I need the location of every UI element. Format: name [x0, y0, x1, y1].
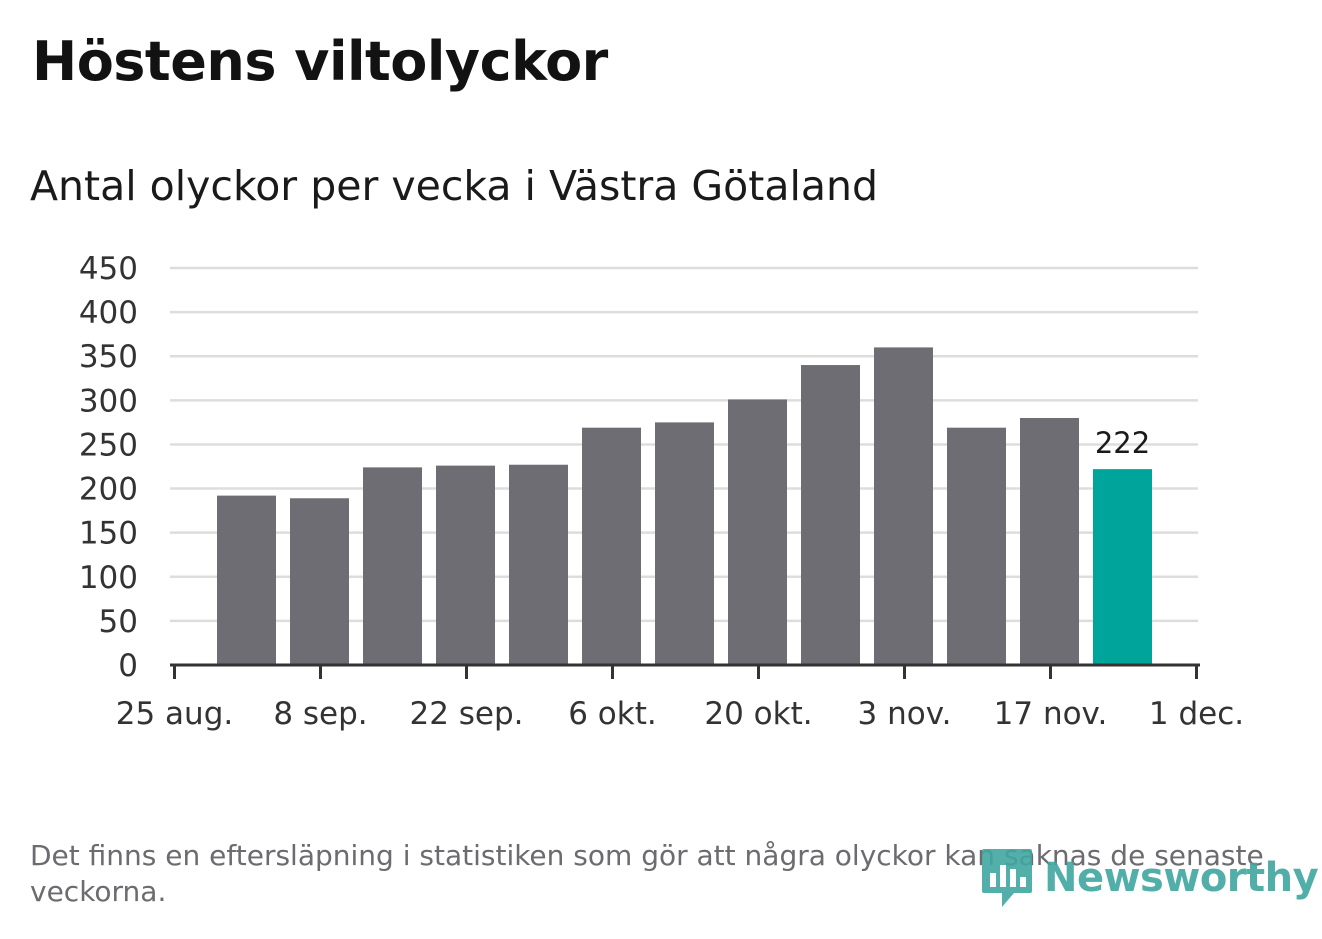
bar [1093, 469, 1152, 665]
bar [1020, 417, 1079, 665]
bar [436, 465, 495, 665]
footnote: Det finns en eftersläpning i statistiken… [30, 839, 1264, 908]
bar-value-label: 222 [1095, 426, 1150, 460]
brand-logo: Newsworthy [980, 846, 1319, 910]
x-tick-label: 6 okt. [568, 696, 657, 732]
y-tick-label: 400 [79, 295, 138, 331]
newsworthy-logo-icon [982, 849, 1032, 907]
bar [582, 427, 641, 665]
chart-subtitle: Antal olyckor per vecka i Västra Götalan… [30, 162, 878, 210]
x-tick-label: 3 nov. [858, 696, 952, 732]
bar [947, 427, 1006, 665]
bar [874, 347, 933, 665]
y-tick-label: 100 [79, 560, 138, 596]
x-axis: 25 aug. 8 sep. 22 sep. 6 okt. 20 okt. 3 nov. 1… [116, 663, 1244, 732]
y-tick-label: 350 [79, 339, 138, 375]
bar [801, 365, 860, 665]
y-tick-label: 200 [79, 472, 138, 508]
chart-title: Höstens viltolyckor [32, 30, 608, 93]
x-tick-label: 8 sep. [273, 696, 367, 732]
bar [217, 495, 276, 665]
y-tick-label: 0 [118, 648, 138, 684]
x-tick-label: 25 aug. [116, 696, 233, 732]
brand-name: Newsworthy [1044, 855, 1319, 901]
x-tick-label: 1 dec. [1149, 696, 1244, 732]
x-tick-label: 20 okt. [704, 696, 812, 732]
y-tick-label: 50 [99, 604, 138, 640]
bar-chart: 0 50 100 150 200 250 300 350 400 450 222 25 aug. 8… [79, 251, 1244, 732]
y-tick-label: 300 [79, 383, 138, 419]
bar [363, 467, 422, 665]
y-tick-label: 150 [79, 516, 138, 552]
x-tick-label: 17 nov. [994, 696, 1108, 732]
bar [728, 399, 787, 665]
bar [655, 422, 714, 665]
y-tick-label: 250 [79, 427, 138, 463]
x-tick-label: 22 sep. [409, 696, 523, 732]
bar [290, 498, 349, 665]
bars [217, 347, 1152, 665]
data-labels: 222 [1095, 426, 1150, 460]
y-tick-label: 450 [79, 251, 138, 287]
y-axis-ticks: 0 50 100 150 200 250 300 350 400 450 [79, 251, 138, 684]
bar [509, 464, 568, 665]
